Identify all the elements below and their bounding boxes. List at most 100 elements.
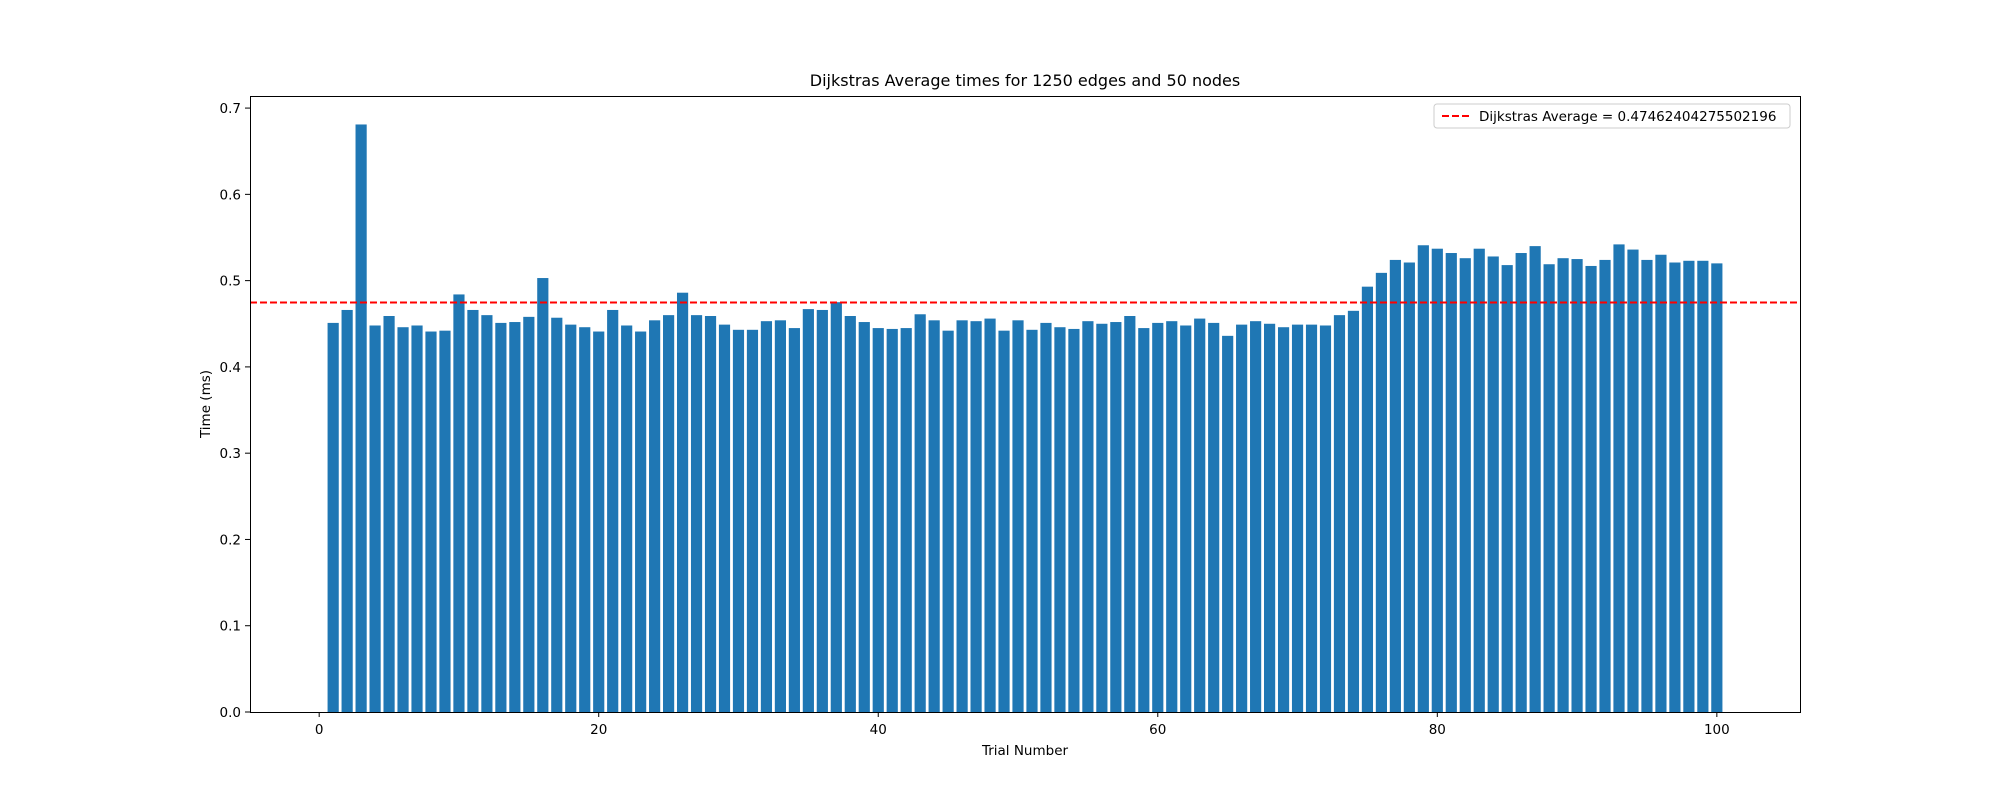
bar-trial-76 — [1375, 272, 1387, 712]
bar-trial-95 — [1641, 259, 1653, 712]
bar-trial-39 — [858, 322, 870, 712]
bar-trial-34 — [788, 328, 800, 712]
bar-trial-80 — [1431, 248, 1443, 713]
legend: Dijkstras Average = 0.47462404275502196 — [1433, 103, 1791, 129]
bar-trial-73 — [1333, 315, 1346, 712]
bar-trial-23 — [635, 331, 647, 712]
bar-trial-48 — [984, 318, 996, 712]
bar-trial-79 — [1417, 245, 1429, 713]
bar-trial-2 — [341, 309, 353, 712]
bar-trial-46 — [956, 320, 968, 712]
bar-trial-4 — [369, 325, 381, 712]
bar-trial-98 — [1683, 260, 1695, 712]
bar-trial-66 — [1236, 324, 1248, 712]
bar-trial-90 — [1571, 259, 1583, 712]
y-axis-ticks: 0.0 0.1 0.2 0.3 0.4 0.5 0.6 0.7 — [220, 101, 250, 721]
bar-trial-3 — [355, 124, 367, 713]
y-tick-label: 0.7 — [220, 101, 241, 117]
legend-label-average: Dijkstras Average = 0.47462404275502196 — [1479, 109, 1776, 125]
bar-trial-69 — [1277, 327, 1290, 712]
bar-trial-86 — [1515, 253, 1527, 713]
bar-trial-65 — [1222, 335, 1234, 712]
bar-trial-26 — [676, 292, 689, 712]
bar-trial-8 — [425, 331, 437, 712]
bar-trial-77 — [1389, 259, 1401, 712]
bar-trial-40 — [872, 328, 884, 712]
bar-trial-63 — [1194, 318, 1206, 712]
bar-trial-68 — [1263, 323, 1276, 712]
bar-trial-87 — [1529, 246, 1541, 712]
bar-trial-88 — [1543, 264, 1555, 712]
bar-trial-6 — [397, 327, 409, 712]
bar-trial-14 — [509, 322, 521, 712]
bar-trial-97 — [1669, 262, 1681, 712]
y-tick-label: 0.2 — [220, 532, 241, 548]
y-tick-label: 0.0 — [220, 705, 241, 721]
bar-trial-67 — [1250, 321, 1262, 712]
bars-group — [327, 124, 1723, 713]
bar-trial-64 — [1208, 322, 1220, 712]
legend-box — [1433, 103, 1791, 129]
bar-trial-75 — [1361, 286, 1374, 712]
bar-trial-85 — [1501, 265, 1513, 712]
bar-trial-83 — [1473, 248, 1485, 713]
bar-trial-31 — [746, 329, 759, 712]
bar-trial-42 — [900, 328, 912, 712]
bar-trial-57 — [1110, 322, 1122, 712]
x-axis-ticks: 0 20 40 60 80 100 — [315, 712, 1730, 738]
bar-trial-29 — [718, 324, 731, 712]
bar-trial-78 — [1403, 262, 1415, 712]
bar-trial-28 — [704, 316, 717, 712]
bar-trial-33 — [774, 320, 787, 712]
y-tick-label: 0.6 — [220, 187, 241, 203]
chart-title: Dijkstras Average times for 1250 edges a… — [810, 71, 1240, 90]
x-tick-label: 60 — [1149, 722, 1166, 738]
bar-trial-16 — [537, 278, 549, 712]
x-tick-label: 0 — [315, 722, 324, 738]
bar-trial-91 — [1585, 265, 1597, 712]
bar-trial-70 — [1291, 324, 1304, 712]
bar-trial-54 — [1068, 328, 1080, 712]
bar-trial-93 — [1613, 244, 1625, 712]
bar-trial-84 — [1487, 256, 1499, 712]
x-axis-label: Trial Number — [981, 743, 1069, 759]
bar-trial-22 — [621, 325, 633, 712]
x-tick-label: 80 — [1429, 722, 1446, 738]
y-tick-label: 0.3 — [220, 446, 241, 462]
bar-trial-43 — [914, 314, 926, 712]
bar-trial-7 — [411, 325, 423, 712]
bar-trial-82 — [1459, 258, 1471, 712]
y-tick-label: 0.1 — [220, 619, 241, 635]
bar-trial-99 — [1697, 260, 1709, 712]
bar-trial-50 — [1012, 320, 1024, 712]
bar-trial-71 — [1305, 324, 1318, 712]
bar-trial-27 — [690, 315, 703, 712]
bar-trial-94 — [1627, 249, 1639, 712]
bar-trial-59 — [1138, 328, 1150, 712]
bar-trial-36 — [816, 309, 828, 712]
y-tick-label: 0.4 — [220, 360, 241, 376]
bar-trial-10 — [453, 294, 465, 712]
bar-trial-32 — [760, 321, 773, 712]
bar-trial-72 — [1319, 325, 1332, 712]
bar-trial-41 — [886, 328, 898, 712]
bar-trial-11 — [467, 309, 479, 712]
y-tick-label: 0.5 — [220, 274, 241, 290]
bar-trial-21 — [607, 309, 619, 712]
bar-trial-38 — [844, 316, 856, 712]
bar-trial-81 — [1445, 253, 1457, 713]
bar-trial-55 — [1082, 321, 1094, 712]
x-tick-label: 20 — [590, 722, 607, 738]
bar-trial-19 — [579, 327, 591, 712]
plot-frame — [250, 96, 1801, 713]
bar-trial-17 — [551, 317, 563, 712]
bar-trial-20 — [593, 331, 605, 712]
bar-trial-62 — [1180, 325, 1192, 712]
x-tick-label: 40 — [870, 722, 887, 738]
bar-trial-9 — [439, 330, 451, 712]
bar-trial-51 — [1026, 329, 1038, 712]
bar-trial-35 — [802, 309, 814, 712]
bar-trial-18 — [565, 324, 577, 712]
bar-trial-96 — [1655, 254, 1667, 712]
